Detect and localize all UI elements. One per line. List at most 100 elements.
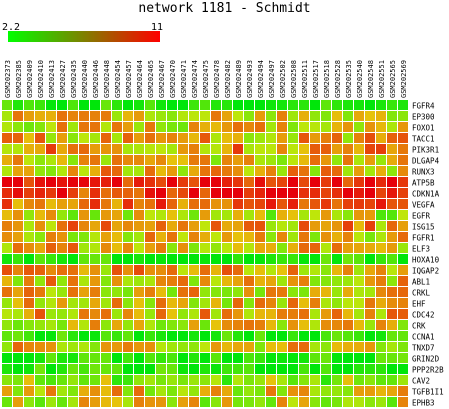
- heatmap-cell: [332, 386, 342, 396]
- heatmap-cell: [343, 397, 353, 407]
- heatmap-cell: [24, 177, 34, 187]
- heatmap-cell: [134, 243, 144, 253]
- heatmap-cell: [387, 232, 397, 242]
- heatmap-cell: [112, 221, 122, 231]
- heatmap-cell: [266, 298, 276, 308]
- heatmap-cell: [79, 111, 89, 121]
- heatmap-cell: [167, 309, 177, 319]
- heatmap-cell: [365, 144, 375, 154]
- heatmap-cell: [123, 155, 133, 165]
- heatmap-cell: [123, 331, 133, 341]
- heatmap-cell: [266, 243, 276, 253]
- heatmap-cell: [46, 386, 56, 396]
- heatmap-cell: [57, 199, 67, 209]
- heatmap-cell: [101, 177, 111, 187]
- heatmap-cell: [90, 177, 100, 187]
- heatmap-cell: [321, 210, 331, 220]
- heatmap-cell: [255, 320, 265, 330]
- heatmap-cell: [35, 111, 45, 121]
- heatmap-cell: [299, 188, 309, 198]
- heatmap-cell: [222, 188, 232, 198]
- heatmap-cell: [68, 221, 78, 231]
- heatmap-cell: [79, 386, 89, 396]
- heatmap-cell: [145, 331, 155, 341]
- heatmap-cell: [123, 265, 133, 275]
- heatmap-cell: [343, 276, 353, 286]
- column-label: GSM202435: [70, 60, 78, 98]
- heatmap-cell: [145, 100, 155, 110]
- heatmap-cell: [145, 155, 155, 165]
- heatmap-cell: [57, 254, 67, 264]
- heatmap-cell: [145, 254, 155, 264]
- heatmap-cell: [387, 111, 397, 121]
- heatmap-cell: [398, 298, 408, 308]
- heatmap-cell: [167, 177, 177, 187]
- heatmap-cell: [156, 276, 166, 286]
- heatmap-cell: [189, 254, 199, 264]
- heatmap-cell: [13, 265, 23, 275]
- heatmap-cell: [178, 309, 188, 319]
- heatmap-cell: [145, 166, 155, 176]
- heatmap-cell: [310, 155, 320, 165]
- heatmap-cell: [376, 155, 386, 165]
- heatmap-cell: [310, 397, 320, 407]
- heatmap-cell: [35, 100, 45, 110]
- heatmap-cell: [145, 177, 155, 187]
- heatmap-cell: [200, 287, 210, 297]
- heatmap-cell: [222, 397, 232, 407]
- heatmap-cell: [310, 166, 320, 176]
- heatmap-cell: [145, 375, 155, 385]
- column-labels: GSM202373 GSM202385 GSM202409 GSM202410 GSM2…: [4, 60, 408, 98]
- heatmap-cell: [167, 397, 177, 407]
- heatmap-cell: [332, 199, 342, 209]
- heatmap-cell: [376, 188, 386, 198]
- heatmap-cell: [398, 276, 408, 286]
- heatmap-cell: [57, 320, 67, 330]
- heatmap-cell: [189, 364, 199, 374]
- column-label: GSM202475: [202, 60, 210, 98]
- heatmap-cell: [332, 320, 342, 330]
- heatmap-cell: [244, 232, 254, 242]
- heatmap-cell: [354, 144, 364, 154]
- row-label: ABL1: [412, 278, 430, 287]
- heatmap-cell: [134, 188, 144, 198]
- heatmap-cell: [134, 353, 144, 363]
- heatmap-cell: [156, 210, 166, 220]
- heatmap-cell: [90, 243, 100, 253]
- heatmap-cell: [112, 122, 122, 132]
- heatmap-cell: [24, 254, 34, 264]
- heatmap-cell: [2, 375, 12, 385]
- heatmap-cell: [354, 254, 364, 264]
- heatmap-cell: [365, 320, 375, 330]
- heatmap-cell: [79, 397, 89, 407]
- heatmap-cell: [79, 375, 89, 385]
- column-label: GSM202457: [125, 60, 133, 98]
- heatmap-cell: [277, 386, 287, 396]
- scale-max-label: 11: [151, 22, 164, 33]
- heatmap-cell: [79, 353, 89, 363]
- column-label: GSM202497: [268, 60, 276, 98]
- heatmap-cell: [266, 232, 276, 242]
- heatmap-cell: [90, 199, 100, 209]
- heatmap-cell: [134, 309, 144, 319]
- heatmap-cell: [112, 276, 122, 286]
- heatmap-cell: [222, 375, 232, 385]
- heatmap-cell: [112, 386, 122, 396]
- heatmap-cell: [255, 188, 265, 198]
- heatmap-cell: [288, 331, 298, 341]
- heatmap-cell: [156, 331, 166, 341]
- heatmap-cell: [167, 188, 177, 198]
- heatmap-cell: [57, 331, 67, 341]
- heatmap-cell: [343, 298, 353, 308]
- heatmap-cell: [13, 309, 23, 319]
- heatmap-cell: [398, 199, 408, 209]
- heatmap-cell: [46, 144, 56, 154]
- heatmap-cell: [79, 276, 89, 286]
- heatmap-cell: [376, 287, 386, 297]
- heatmap-cell: [156, 397, 166, 407]
- heatmap-cell: [68, 342, 78, 352]
- heatmap-cell: [189, 100, 199, 110]
- heatmap-cell: [57, 177, 67, 187]
- heatmap-cell: [112, 309, 122, 319]
- heatmap-cell: [255, 177, 265, 187]
